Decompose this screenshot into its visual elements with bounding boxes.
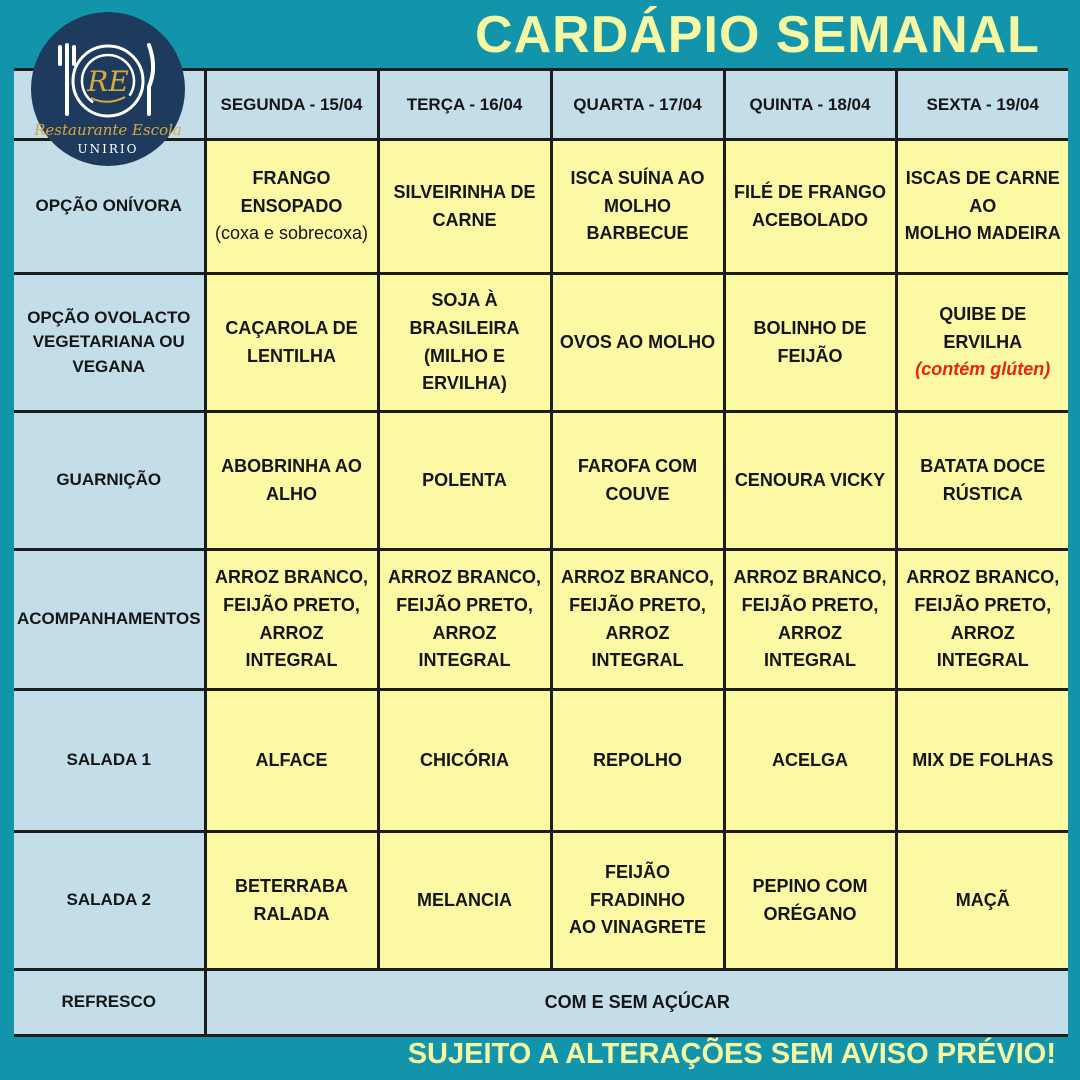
logo-underline-swash <box>90 96 126 103</box>
logo-circle-background <box>31 12 185 166</box>
menu-cell: ACELGA <box>722 688 898 833</box>
disclaimer-text: SUJEITO A ALTERAÇÕES SEM AVISO PRÉVIO! <box>407 1038 1056 1070</box>
menu-cell: FEIJÃO FRADINHO AO VINAGRETE <box>549 830 726 971</box>
fork-icon <box>58 43 76 116</box>
table-row: OPÇÃO ONÍVORA FRANGO ENSOPADO (coxa e sobr… <box>14 138 1068 275</box>
menu-cell: SILVEIRINHA DE CARNE <box>376 138 553 275</box>
menu-item-text: ARROZ BRANCO, FEIJÃO PRETO, ARROZ INTEGR… <box>388 566 541 671</box>
menu-cell: MAÇÃ <box>894 830 1068 971</box>
day-header-4: QUINTA - 18/04 <box>722 68 898 141</box>
menu-cell: POLENTA <box>376 410 553 551</box>
menu-cell: BETERRABA RALADA <box>203 830 380 971</box>
menu-item-text: OVOS AO MOLHO <box>559 331 716 352</box>
menu-cell: SOJA À BRASILEIRA (MILHO E ERVILHA) <box>376 272 553 413</box>
day-header-3: QUARTA - 17/04 <box>549 68 726 141</box>
menu-item-text: ARROZ BRANCO, FEIJÃO PRETO, ARROZ INTEGR… <box>215 566 368 671</box>
table-row: ACOMPANHAMENTOS ARROZ BRANCO, FEIJÃO PRET… <box>14 548 1068 691</box>
row-label: SALADA 1 <box>14 688 207 833</box>
menu-cell: FAROFA COM COUVE <box>549 410 726 551</box>
menu-item-text: ARROZ BRANCO, FEIJÃO PRETO, ARROZ INTEGR… <box>561 566 714 671</box>
menu-item-text: ABOBRINHA AO ALHO <box>221 455 362 504</box>
menu-item-text: MIX DE FOLHAS <box>912 749 1054 770</box>
menu-cell: ISCA SUÍNA AO MOLHO BARBECUE <box>549 138 726 275</box>
menu-cell: ARROZ BRANCO, FEIJÃO PRETO, ARROZ INTEGR… <box>549 548 726 691</box>
menu-item-text: CENOURA VICKY <box>734 469 886 490</box>
table-row: OPÇÃO OVOLACTO VEGETARIANA OU VEGANA CAÇA… <box>14 272 1068 413</box>
menu-cell: OVOS AO MOLHO <box>549 272 726 413</box>
menu-item-text: ARROZ BRANCO, FEIJÃO PRETO, ARROZ INTEGR… <box>906 566 1060 671</box>
allergen-note: (contém glúten) <box>915 359 1051 380</box>
table-row: GUARNIÇÃO ABOBRINHA AO ALHO POLENTA FAROFA … <box>14 410 1068 551</box>
day-header-5: SEXTA - 19/04 <box>894 68 1068 141</box>
row-label: OPÇÃO OVOLACTO VEGETARIANA OU VEGANA <box>14 272 207 413</box>
menu-cell: ARROZ BRANCO, FEIJÃO PRETO, ARROZ INTEGR… <box>203 548 380 691</box>
row-label: ACOMPANHAMENTOS <box>14 548 207 691</box>
menu-item-text: ISCAS DE CARNE AO MOLHO MADEIRA <box>904 167 1061 244</box>
page-title: CARDÁPIO SEMANAL <box>475 6 1040 64</box>
menu-item-text: BATATA DOCE RÚSTICA <box>920 455 1046 504</box>
menu-item-text: MAÇÃ <box>955 889 1010 910</box>
menu-cell: BATATA DOCE RÚSTICA <box>894 410 1068 551</box>
menu-item-text: FILÉ DE FRANGO ACEBOLADO <box>734 181 886 230</box>
menu-item-text: CAÇAROLA DE LENTILHA <box>225 317 358 366</box>
logo-initials: RE <box>86 65 129 98</box>
menu-item-text: ISCA SUÍNA AO MOLHO BARBECUE <box>570 167 705 244</box>
menu-cell: ARROZ BRANCO, FEIJÃO PRETO, ARROZ INTEGR… <box>722 548 898 691</box>
logo-name: Restaurante Escola <box>33 121 182 139</box>
menu-cell: FILÉ DE FRANGO ACEBOLADO <box>722 138 898 275</box>
menu-cell: ALFACE <box>203 688 380 833</box>
menu-cell: ARROZ BRANCO, FEIJÃO PRETO, ARROZ INTEGR… <box>894 548 1068 691</box>
menu-item-text: FRANGO ENSOPADO <box>240 167 343 216</box>
row-label: OPÇÃO ONÍVORA <box>14 138 207 275</box>
menu-cell: CENOURA VICKY <box>722 410 898 551</box>
menu-item-text: QUIBE DE ERVILHA <box>939 303 1027 352</box>
menu-cell: MIX DE FOLHAS <box>894 688 1068 833</box>
menu-item-text: ALFACE <box>255 749 328 770</box>
menu-cell: REPOLHO <box>549 688 726 833</box>
menu-item-text: FEIJÃO FRADINHO AO VINAGRETE <box>568 861 706 938</box>
menu-cell: ARROZ BRANCO, FEIJÃO PRETO, ARROZ INTEGR… <box>376 548 553 691</box>
menu-item-text: POLENTA <box>422 469 507 490</box>
menu-item-note: (coxa e sobrecoxa) <box>214 223 369 244</box>
table-row: REFRESCO COM E SEM AÇÚCAR <box>14 968 1068 1037</box>
table-row: SALADA 1 ALFACE CHICÓRIA REPOLHO ACELGA MIX D… <box>14 688 1068 833</box>
logo-org: UNIRIO <box>78 142 139 156</box>
menu-item-text: ARROZ BRANCO, FEIJÃO PRETO, ARROZ INTEGR… <box>733 566 887 671</box>
menu-item-text: SILVEIRINHA DE CARNE <box>393 181 536 230</box>
menu-item-text: REPOLHO <box>592 749 682 770</box>
menu-cell: QUIBE DE ERVILHA (contém glúten) <box>894 272 1068 413</box>
table-row: SALADA 2 BETERRABA RALADA MELANCIA FEIJÃO F… <box>14 830 1068 971</box>
knife-icon <box>147 43 156 116</box>
menu-cell: CAÇAROLA DE LENTILHA <box>203 272 380 413</box>
plate-icon <box>71 44 145 118</box>
menu-cell: FRANGO ENSOPADO (coxa e sobrecoxa) <box>203 138 380 275</box>
menu-cell: MELANCIA <box>376 830 553 971</box>
menu-item-text: MELANCIA <box>417 889 512 910</box>
menu-cell: ABOBRINHA AO ALHO <box>203 410 380 551</box>
menu-cell: PEPINO COM ORÉGANO <box>722 830 898 971</box>
row-label: REFRESCO <box>14 968 207 1037</box>
restaurant-logo: RE Restaurante Escola UNIRIO <box>28 9 188 169</box>
day-header-2: TERÇA - 16/04 <box>376 68 553 141</box>
menu-item-text: PEPINO COM ORÉGANO <box>752 875 868 924</box>
menu-item-text: SOJA À BRASILEIRA (MILHO E ERVILHA) <box>409 289 520 394</box>
menu-item-text: BETERRABA RALADA <box>234 875 348 924</box>
menu-item-text: BOLINHO DE FEIJÃO <box>753 317 867 366</box>
row-label: SALADA 2 <box>14 830 207 971</box>
weekly-menu-table: SEGUNDA - 15/04 TERÇA - 16/04 QUARTA - 17/… <box>14 68 1068 1037</box>
menu-item-text: CHICÓRIA <box>420 749 509 770</box>
day-header-1: SEGUNDA - 15/04 <box>203 68 380 141</box>
menu-item-text: FAROFA COM COUVE <box>577 455 698 504</box>
menu-cell: BOLINHO DE FEIJÃO <box>722 272 898 413</box>
menu-span-cell: COM E SEM AÇÚCAR <box>203 968 1068 1037</box>
row-label: GUARNIÇÃO <box>14 410 207 551</box>
menu-cell: ISCAS DE CARNE AO MOLHO MADEIRA <box>894 138 1068 275</box>
menu-cell: CHICÓRIA <box>376 688 553 833</box>
menu-item-text: ACELGA <box>772 749 848 770</box>
